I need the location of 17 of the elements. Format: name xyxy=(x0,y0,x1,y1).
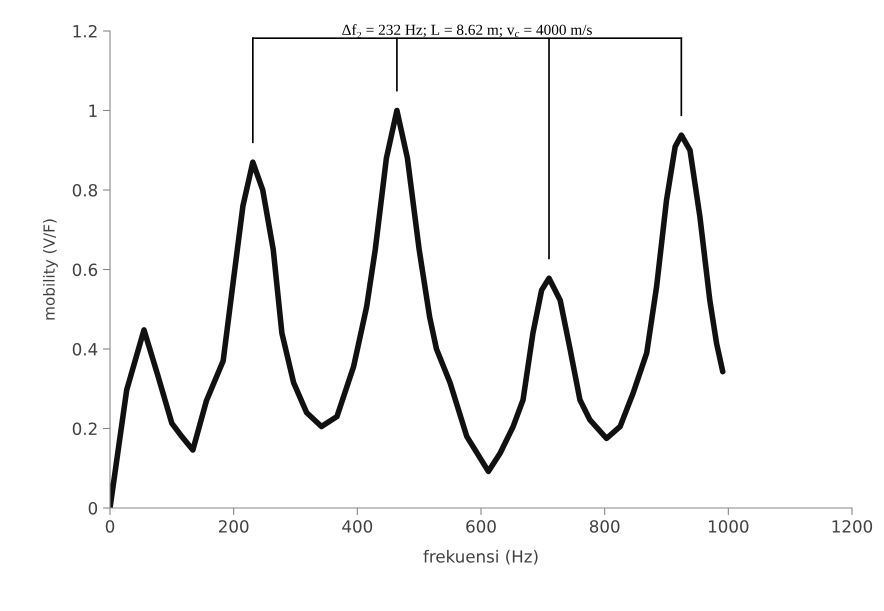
y-tick-label: 0.4 xyxy=(72,342,98,356)
y-axis-title: mobility (V/F) xyxy=(43,219,58,320)
x-tick-label: 1000 xyxy=(708,520,748,533)
y-tick-label: 0.6 xyxy=(72,263,98,276)
y-tick-label: 0 xyxy=(88,502,98,515)
annotation: Δf₂ = 232 Hz; L = 8.62 m; v$_{c}$ = 4000 m/s xyxy=(342,24,592,38)
y-tick-label: 0.2 xyxy=(72,422,97,436)
x-tick-label: 1200 xyxy=(832,520,872,533)
x-axis-title: frekuensi (Hz) xyxy=(423,550,538,565)
x-tick-label: 0 xyxy=(106,520,114,533)
y-tick-label: 1 xyxy=(89,104,97,117)
x-tick-label: 800 xyxy=(590,520,620,533)
y-tick-label: 0.8 xyxy=(72,184,98,197)
x-tick-label: 400 xyxy=(342,520,372,533)
y-tick-label: 1.2 xyxy=(74,24,97,38)
x-tick-label: 600 xyxy=(466,520,496,533)
x-tick-label: 200 xyxy=(218,520,248,533)
